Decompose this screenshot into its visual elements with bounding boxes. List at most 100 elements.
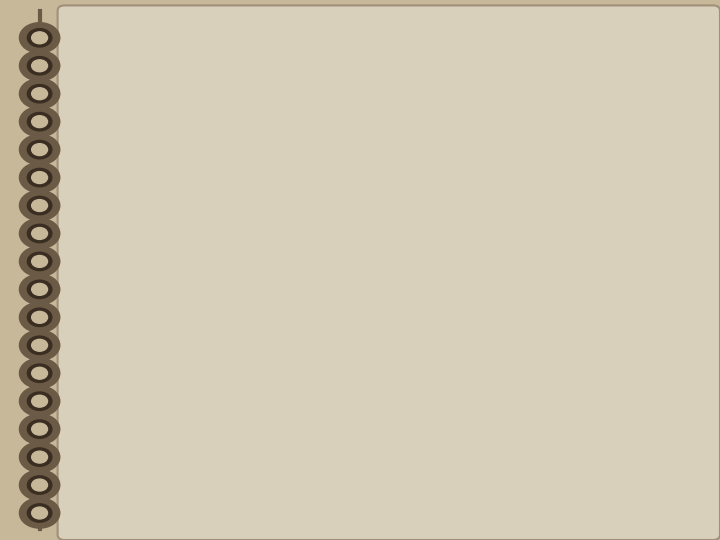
Point (639, 108, 651, 117)
Point (469, 519, 480, 528)
Point (343, 181, 354, 190)
Point (333, 202, 344, 211)
Point (78, 383, 90, 392)
Point (93, 303, 104, 312)
Point (477, 347, 488, 356)
Point (587, 484, 598, 492)
Point (652, 247, 663, 255)
Point (707, 112, 719, 121)
Point (484, 116, 495, 124)
Point (510, 231, 521, 239)
Point (184, 335, 195, 344)
Point (668, 313, 680, 321)
Point (544, 74, 555, 83)
Point (180, 520, 192, 529)
Point (324, 97, 336, 106)
Point (509, 420, 521, 428)
Point (125, 461, 137, 469)
Point (65, 302, 76, 311)
Point (472, 433, 483, 441)
Point (67, 226, 78, 235)
Point (196, 285, 207, 294)
Point (476, 388, 487, 396)
Point (449, 519, 460, 528)
Point (420, 455, 431, 464)
Point (494, 130, 505, 138)
Point (373, 109, 384, 117)
Point (363, 500, 374, 509)
Point (413, 455, 425, 464)
Point (619, 497, 631, 505)
Point (598, 404, 610, 413)
Point (592, 218, 603, 226)
Point (613, 512, 625, 521)
Point (404, 210, 415, 219)
Point (86, 130, 97, 138)
Point (620, 172, 631, 180)
Point (216, 345, 228, 353)
Point (486, 55, 498, 63)
Point (174, 18, 185, 26)
Point (382, 104, 393, 112)
Point (284, 509, 296, 517)
Point (670, 436, 682, 445)
Point (374, 106, 385, 114)
Point (176, 191, 188, 199)
Point (213, 394, 225, 402)
Point (101, 345, 112, 353)
Point (408, 428, 420, 437)
Point (166, 433, 178, 442)
Point (627, 284, 639, 292)
Point (606, 318, 617, 327)
Point (625, 213, 636, 222)
Point (250, 168, 261, 177)
Point (467, 450, 478, 458)
Point (485, 201, 497, 210)
Point (391, 447, 402, 455)
Point (148, 323, 159, 332)
Point (683, 134, 695, 143)
Point (534, 399, 545, 408)
Point (89, 64, 100, 72)
Point (84, 429, 96, 437)
Point (285, 12, 297, 21)
Point (509, 191, 521, 199)
Point (246, 513, 257, 522)
Point (253, 192, 264, 200)
Point (298, 177, 310, 185)
Point (618, 322, 629, 331)
Point (316, 90, 328, 99)
Point (76, 39, 88, 48)
Point (283, 268, 294, 277)
Point (224, 13, 235, 22)
Point (179, 24, 190, 32)
Point (174, 494, 186, 503)
Point (503, 60, 514, 69)
Point (683, 441, 695, 450)
Point (165, 265, 176, 273)
Point (576, 185, 588, 194)
Point (400, 152, 412, 161)
Point (673, 190, 685, 199)
Point (580, 346, 592, 355)
Point (131, 16, 143, 24)
Point (63, 32, 75, 40)
Point (120, 369, 131, 377)
Point (285, 394, 297, 403)
Point (471, 388, 482, 397)
Point (588, 137, 600, 146)
Point (407, 483, 418, 492)
Point (384, 343, 396, 352)
Point (145, 124, 156, 133)
Point (164, 238, 176, 246)
Point (579, 120, 590, 129)
Point (537, 445, 549, 454)
Point (389, 303, 400, 312)
Point (577, 435, 589, 443)
Point (144, 358, 156, 367)
Point (142, 464, 153, 473)
Point (65, 350, 76, 359)
Point (465, 326, 477, 334)
Point (582, 452, 593, 461)
Point (318, 282, 329, 291)
